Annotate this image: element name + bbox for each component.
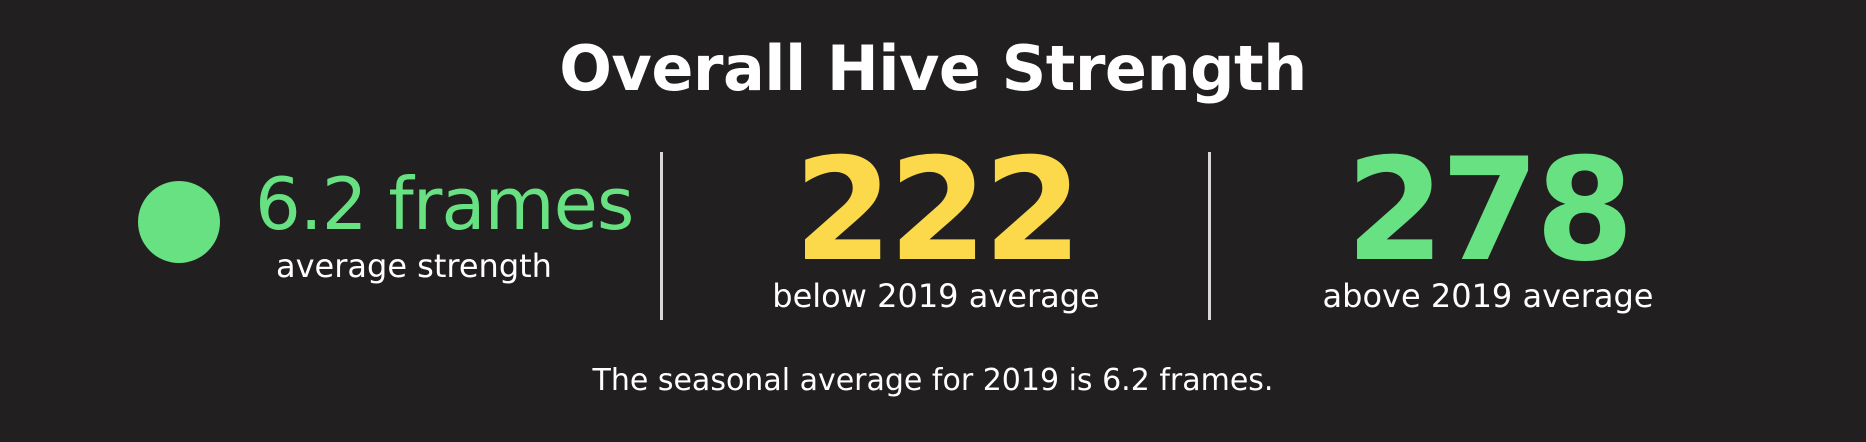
average-strength-value: 6.2 frames [255, 162, 634, 246]
seasonal-average-note: The seasonal average for 2019 is 6.2 fra… [592, 363, 1274, 398]
below-average-count: 222 [793, 128, 1082, 293]
above-average-stat: 278 above 2019 average [1278, 128, 1698, 315]
divider [660, 152, 663, 320]
above-average-count: 278 [1345, 128, 1634, 293]
status-dot-icon [138, 181, 220, 263]
average-strength-label: average strength [276, 247, 552, 285]
above-average-label: above 2019 average [1322, 277, 1654, 315]
below-average-stat: 222 below 2019 average [726, 128, 1146, 315]
below-average-label: below 2019 average [772, 277, 1100, 315]
page-title: Overall Hive Strength [559, 32, 1307, 105]
divider [1208, 152, 1211, 320]
